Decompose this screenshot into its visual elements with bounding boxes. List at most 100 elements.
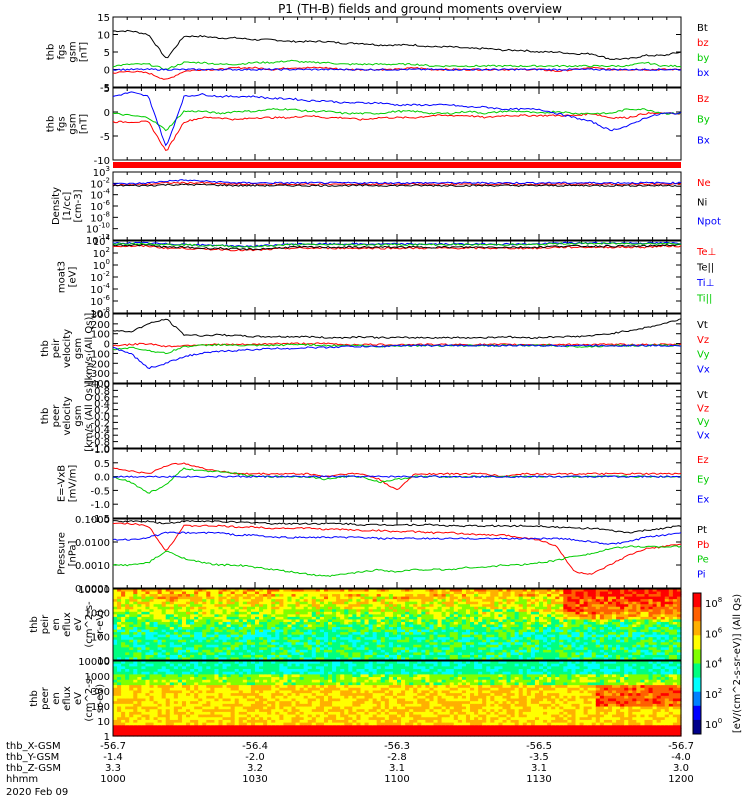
ytick-label: 100 (91, 632, 110, 643)
panel-4: moat3 [eV]10410210010-210-410-610-8Te⊥Te|… (57, 234, 717, 320)
legend-entry: Npot (697, 217, 721, 228)
series-line-Ez (112, 462, 682, 491)
panel-frame (112, 448, 682, 519)
panel-ylabel: [nPa] (68, 540, 79, 566)
legend-entry: Bt (697, 23, 708, 34)
ytick-label: 0.0010 (75, 561, 110, 572)
legend-entry: bz (697, 38, 709, 49)
series-line-Bt (112, 29, 682, 61)
panel-ylabel: (cm^2-s- (84, 601, 95, 648)
ytick-label: 0.2 (94, 406, 110, 417)
legend-entry: Vx (697, 431, 710, 442)
ytick-label: -5 (100, 132, 110, 143)
ytick-label: 0.0100 (75, 538, 110, 549)
xaxis-date: 2020 Feb 09 (6, 787, 68, 798)
panel-ylabel: Density (51, 187, 62, 225)
panel-ylabel: [eV] (68, 267, 79, 288)
ytick-label: 0.0001 (75, 584, 110, 595)
panel-ylabel: gsm (73, 405, 84, 426)
legend-entry: Vt (697, 320, 708, 331)
panel-ylabel: gsm (68, 41, 79, 62)
ytick-label: 100 (91, 330, 110, 341)
panel-ylabel: eV (73, 692, 84, 705)
xaxis-tick-label: -3.5 (529, 752, 549, 763)
panel-ylabel: thb (46, 116, 57, 133)
legend-entry: Pb (697, 540, 709, 551)
panel-ylabel: [km/s (All Qs)] (84, 380, 95, 452)
legend-entry: Ne (697, 178, 711, 189)
ytick-label: 0 (104, 340, 110, 351)
xaxis-row-label: thb_Y-GSM (6, 752, 59, 763)
panel-ylabel: fgs (57, 116, 68, 131)
series-line-Ne (112, 181, 682, 186)
panel-ylabel: fgs (57, 44, 68, 59)
panel-8: Pressure [nPa] 0.1000 0.0100 0.0010 0.0001 Pt P… (57, 515, 710, 595)
panel-ylabel: [km/s (All Qs)] (84, 313, 95, 385)
panel-ylabel: thb (40, 340, 51, 357)
panel-ylabel: thb (40, 408, 51, 425)
series-line-bx (112, 68, 682, 71)
panel-ylabel: [nT] (79, 42, 90, 62)
xaxis-tick-label: -2.0 (245, 752, 265, 763)
ytick-label: -10 (94, 156, 110, 167)
series-line-Vt (112, 318, 682, 340)
panel-5: thb peir velocity gsm [km/s (All Qs)]3002001… (40, 310, 710, 390)
legend-entry: Bz (697, 94, 709, 105)
panel-ylabel: peer (40, 686, 51, 710)
legend-entry: Pi (697, 569, 706, 580)
panel-ylabel: en (51, 692, 62, 705)
ytick-label: -1.5 (90, 514, 110, 525)
panel-9: thb peir en eflux eV (cm^2-s-sr-eV) 10000 1000 1… (29, 585, 682, 667)
panel-ylabel: thb (29, 690, 40, 707)
colorbar-tick: 104 (705, 657, 723, 671)
panel-ylabel: eflux (62, 686, 73, 711)
series-line-Ni (112, 183, 682, 187)
ytick-label: 0 (104, 66, 110, 77)
panel-ylabel: eflux (62, 612, 73, 637)
colorbar-tick: 102 (705, 687, 722, 701)
legend-entry: Ez (697, 455, 709, 466)
ytick-label: 0.8 (94, 386, 110, 397)
legend-entry: Pt (697, 525, 707, 536)
panel-ylabel: thb (46, 44, 57, 61)
legend-entry: Bx (697, 135, 710, 146)
colorbar-tick: 108 (705, 596, 722, 610)
ytick-label: 300 (91, 687, 110, 698)
panel-ylabel: [nT] (79, 114, 90, 134)
xaxis-tick-label: -2.8 (387, 752, 407, 763)
panel-ylabel: gsm (68, 113, 79, 134)
colorbar-label: [eV/(cm^2-s-sr-eV)] (All Qs) (732, 594, 743, 733)
panel-frame (112, 313, 682, 384)
ytick-label: 0.5 (94, 459, 110, 470)
panel-frame (112, 87, 682, 161)
legend-entry: Ti⊥ (696, 278, 714, 289)
legend-entry: By (697, 115, 710, 126)
ytick-label: -5 (100, 83, 110, 94)
ytick-label: -200 (87, 359, 110, 370)
xaxis-tick-label: -56.7 (100, 741, 126, 752)
xaxis-tick-label: 1130 (526, 774, 551, 785)
legend-entry: Ey (697, 475, 709, 486)
series-line-Bz (112, 112, 682, 152)
xaxis-tick-label: 3.2 (247, 763, 263, 774)
panel-10: thb peer en eflux eV (cm^2-s-sr-eV) 10000 1000 3… (29, 657, 682, 743)
panel-1: thb fgs gsm [nT] 15 10 5 0 -5 Bt bz by bx (46, 13, 710, 94)
series-line-Te|| (112, 243, 681, 251)
panel-ylabel: moat3 (57, 261, 68, 293)
ytick-label: 0.0 (94, 473, 110, 484)
series-line-Pi (112, 531, 682, 545)
xaxis-tick-label: -56.7 (668, 741, 694, 752)
ytick-label: -400 (87, 379, 110, 390)
series-line-Pt (113, 520, 682, 534)
series-line-Pb (112, 522, 682, 575)
xaxis-tick-label: 3.0 (673, 763, 689, 774)
colorbar: 108 106 104 102 100 [eV/(cm^2-s-sr-eV)] (All … (692, 592, 743, 735)
series-line-Vx (112, 344, 682, 370)
ytick-label: 10000 (78, 585, 110, 596)
panel-frame (112, 383, 682, 449)
xaxis-row-label: hhmm (6, 774, 38, 785)
xaxis-tick-label: -56.5 (526, 741, 552, 752)
panel-ylabel: sr-eV) (95, 610, 106, 639)
